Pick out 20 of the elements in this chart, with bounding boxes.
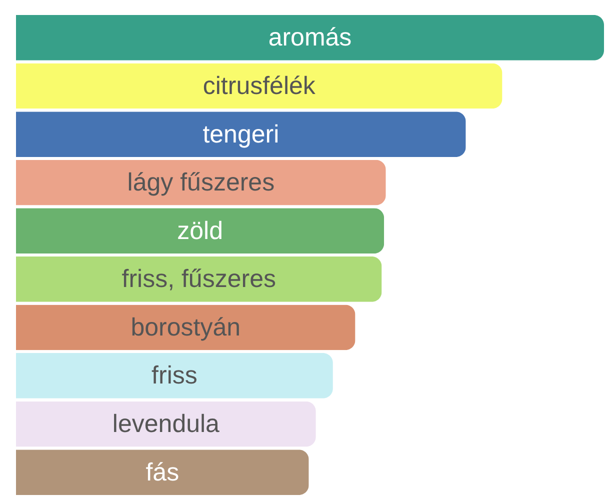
bar [16,112,466,157]
y-tick-label: fás [146,458,180,486]
y-tick-label: tengeri [202,120,280,148]
bar [16,401,316,447]
bar [16,208,384,254]
y-tick-label: lágy fűszeres [127,168,275,197]
y-tick-label: levendula [112,410,220,438]
bar [16,15,604,60]
y-tick-label: zöld [177,216,223,245]
bar [16,353,333,398]
y-tick-label: friss [152,362,198,390]
y-tick-label: friss, fűszeres [122,265,276,294]
bar [16,63,502,109]
bar [16,304,356,350]
y-tick-label: aromás [268,24,352,52]
bar [16,256,382,302]
y-tick-label: borostyán [130,313,241,342]
bar [16,450,309,495]
y-tick-label: citrusfélék [202,72,316,100]
bar [16,160,386,206]
